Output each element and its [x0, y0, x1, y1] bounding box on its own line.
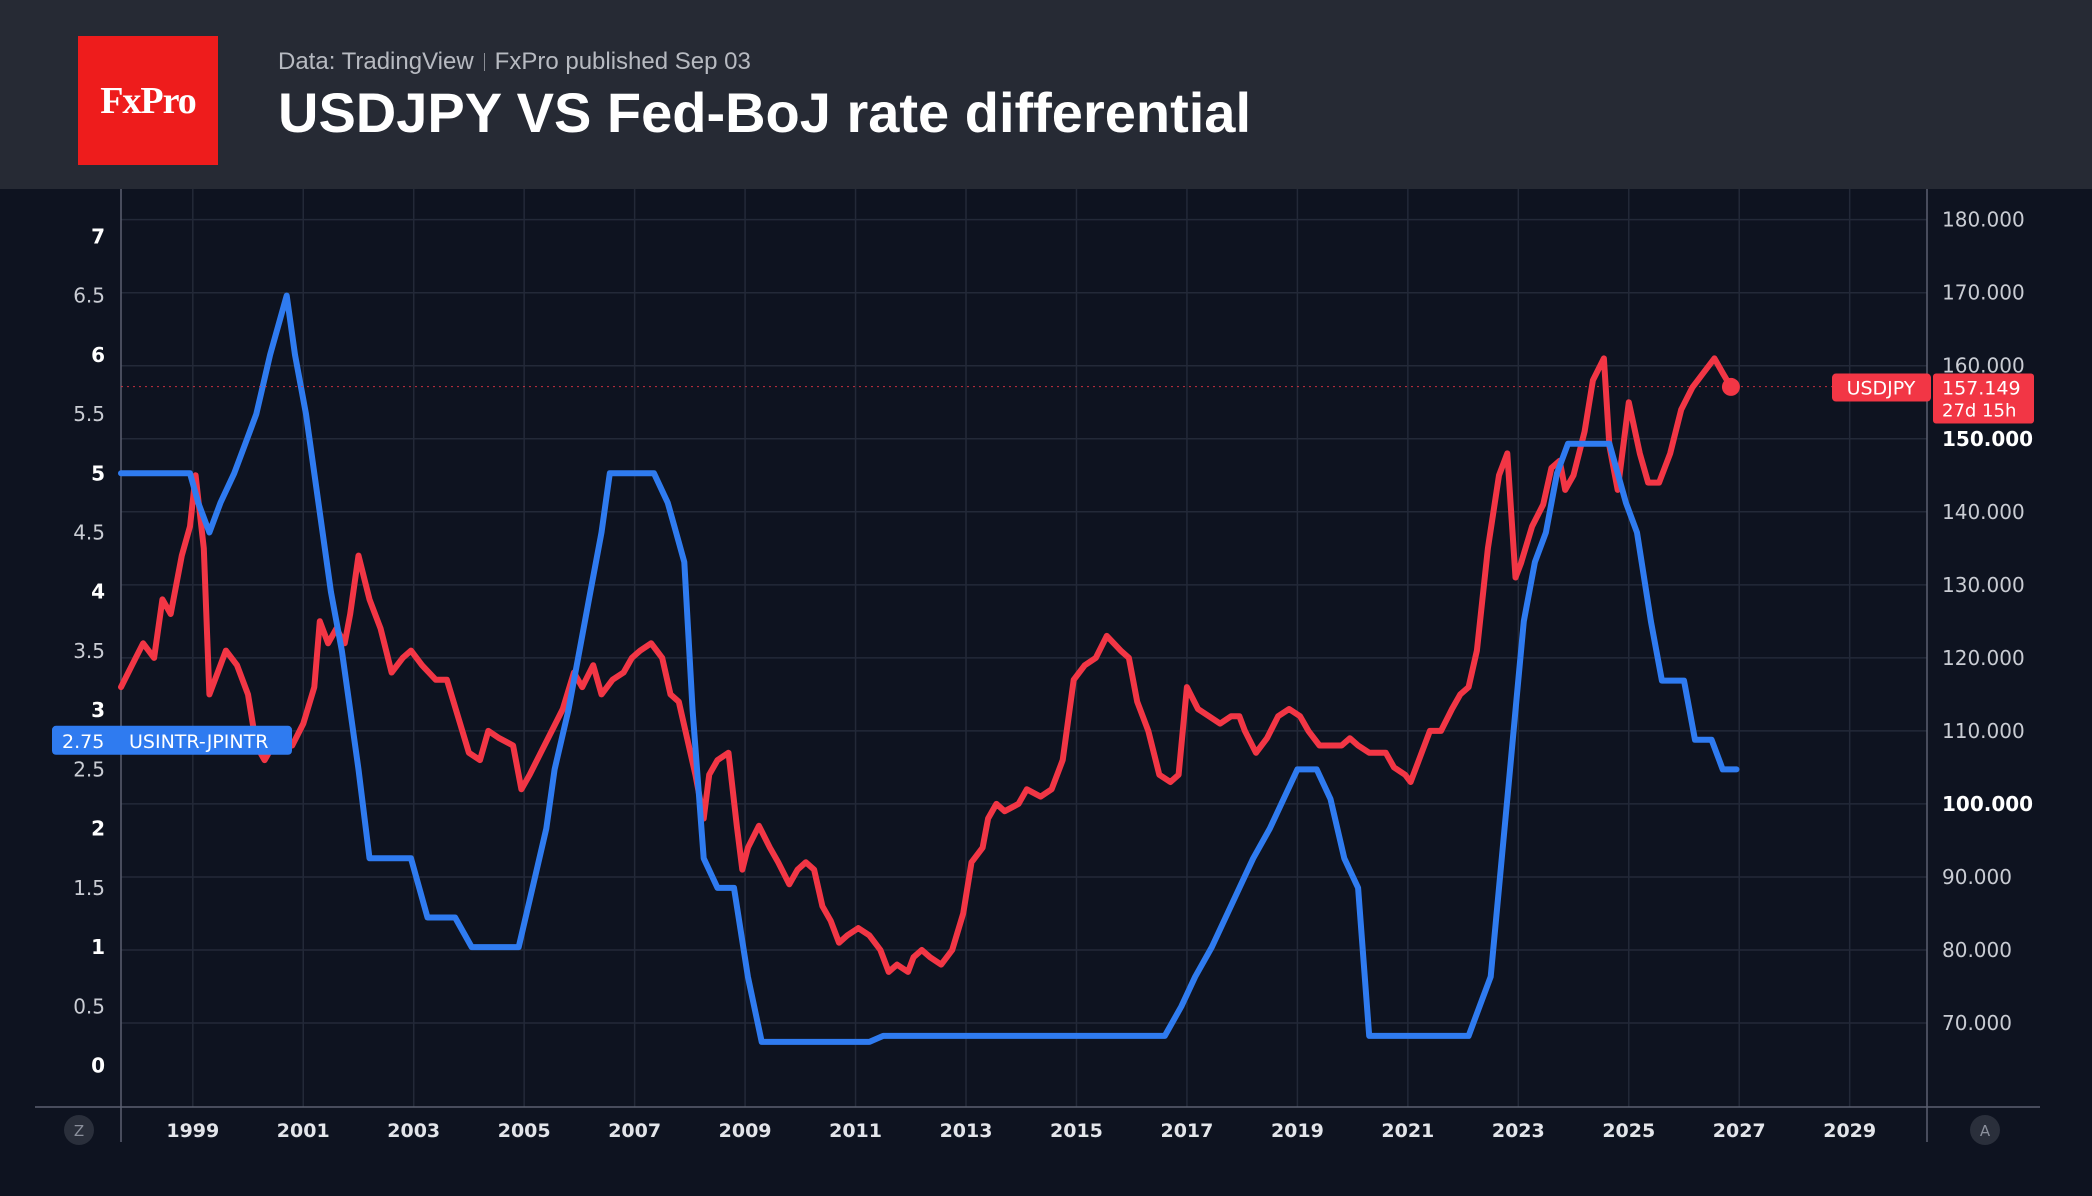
auto-zoom-button-label: Z [74, 1122, 84, 1140]
auto-zoom-button[interactable] [64, 1115, 94, 1145]
source-line: Data: TradingView FxPro published Sep 03 [278, 48, 751, 76]
header: FxPro Data: TradingView FxPro published S… [0, 0, 2092, 189]
rate-differential-line [118, 292, 1740, 1045]
right-tick-label: 100.000 [1942, 792, 2033, 816]
x-tick-label: 2017 [1160, 1120, 1213, 1142]
left-tick-label: 6.5 [73, 284, 105, 308]
left-tick-label: 0 [91, 1054, 105, 1078]
diff-name-tag [52, 725, 292, 755]
diff-name-label: USINTR-JPINTR [129, 731, 268, 753]
x-tick-label: 2021 [1381, 1120, 1434, 1142]
x-tick-label: 2011 [829, 1120, 882, 1142]
data-source: Data: TradingView [278, 48, 474, 75]
x-tick-label: 2027 [1713, 1120, 1766, 1142]
chart-title: USDJPY VS Fed-BoJ rate differential [278, 81, 1251, 144]
usdjpy-line [118, 355, 1734, 975]
chart-area[interactable]: 1999 2001 2003 2005 2007 2009 2011 2013 2015 2017… [0, 189, 2092, 1196]
usdjpy-countdown-label: 27d 15h [1942, 401, 2016, 422]
left-tick-label: 5 [91, 461, 105, 485]
left-tick-label: 2.5 [73, 757, 105, 781]
left-tick-label: 6 [91, 343, 105, 367]
x-tick-label: 2013 [940, 1120, 993, 1142]
usdjpy-price-label: 157.149 [1942, 378, 2021, 400]
x-tick-label: 2025 [1602, 1120, 1655, 1142]
left-tick-label: 3 [91, 698, 105, 722]
right-tick-label: 70.000 [1942, 1011, 2012, 1035]
right-tick-label: 170.000 [1942, 281, 2025, 305]
right-tick-label: 130.000 [1942, 573, 2025, 597]
logo-text: FxPro [100, 79, 197, 122]
left-tick-label: 2 [91, 817, 105, 841]
diff-value-label: 2.75 [62, 731, 104, 753]
x-tick-label: 2003 [387, 1120, 440, 1142]
left-tick-label: 1 [91, 935, 105, 959]
left-tick-label: 4.5 [73, 521, 105, 545]
x-tick-label: 2001 [277, 1120, 330, 1142]
right-tick-label: 110.000 [1942, 719, 2025, 743]
right-tick-label: 180.000 [1942, 208, 2025, 232]
x-tick-label: 2023 [1492, 1120, 1545, 1142]
published-note: FxPro published Sep 03 [494, 48, 751, 75]
x-tick-label: 2029 [1823, 1120, 1876, 1142]
x-tick-label: 2009 [719, 1120, 772, 1142]
x-tick-label: 2007 [608, 1120, 661, 1142]
left-tick-label: 5.5 [73, 402, 105, 426]
x-tick-label: 1999 [166, 1120, 219, 1142]
right-tick-label: 150.000 [1942, 427, 2033, 451]
x-tick-label: 2015 [1050, 1120, 1103, 1142]
left-tick-label: 7 [91, 224, 105, 248]
left-tick-label: 0.5 [73, 994, 105, 1018]
fxpro-logo: FxPro [78, 36, 218, 165]
left-tick-label: 3.5 [73, 639, 105, 663]
left-tick-label: 1.5 [73, 876, 105, 900]
right-tick-label: 120.000 [1942, 646, 2025, 670]
right-tick-label: 90.000 [1942, 865, 2012, 889]
left-tick-label: 4 [91, 580, 105, 604]
x-tick-label: 2019 [1271, 1120, 1324, 1142]
usdjpy-price-tag [1933, 373, 2034, 424]
x-tick-label: 2005 [498, 1120, 551, 1142]
separator [483, 53, 485, 71]
auto-scale-button[interactable] [1970, 1115, 2000, 1145]
right-tick-label: 140.000 [1942, 500, 2025, 524]
usdjpy-last-point [1721, 377, 1740, 396]
usdjpy-name-label: USDJPY [1847, 378, 1916, 400]
usdjpy-name-tag [1832, 373, 1931, 402]
right-tick-label: 80.000 [1942, 938, 2012, 962]
auto-scale-button-label: A [1980, 1122, 1991, 1140]
